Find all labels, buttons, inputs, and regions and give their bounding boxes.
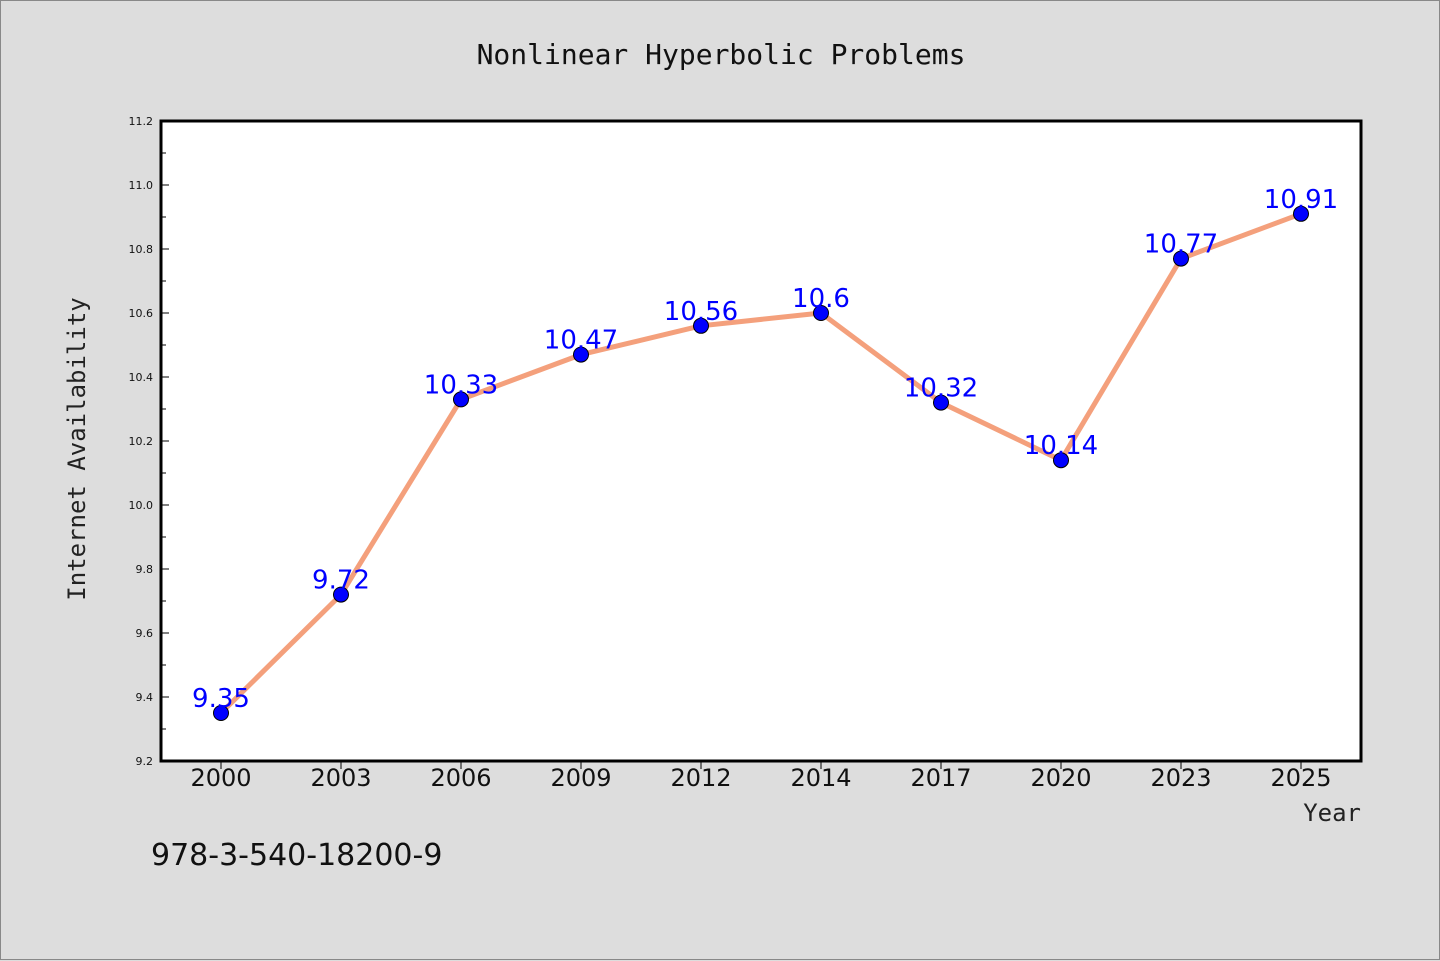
- y-tick-label: 9.6: [136, 627, 154, 640]
- x-tick-label: 2017: [910, 764, 971, 792]
- y-axis: 9.2 9.4 9.6 9.8 10.0 10.2 10.4 10.6 10.8 11.0 11.2: [129, 115, 169, 768]
- x-tick-label: 2014: [790, 764, 851, 792]
- y-tick-label: 10.2: [129, 435, 154, 448]
- y-tick-label: 9.4: [136, 691, 154, 704]
- data-point: [573, 346, 589, 363]
- data-point: [1173, 250, 1189, 267]
- data-point: [1293, 205, 1309, 222]
- data-label: 10.6: [792, 284, 850, 314]
- data-label: 10.56: [664, 297, 738, 327]
- x-tick-label: 2023: [1150, 764, 1211, 792]
- data-point: [333, 586, 349, 603]
- x-axis-label: Year: [1303, 799, 1361, 827]
- data-point: [693, 317, 709, 334]
- chart-title: Nonlinear Hyperbolic Problems: [477, 38, 966, 71]
- y-tick-label: 11.2: [129, 115, 154, 128]
- x-tick-label: 2003: [310, 764, 371, 792]
- series-line: [218, 211, 1304, 716]
- y-axis-label: Internet Availability: [63, 297, 91, 600]
- y-tick-label: 9.2: [136, 755, 154, 768]
- x-tick-label: 2025: [1270, 764, 1331, 792]
- data-label: 10.47: [544, 326, 618, 356]
- data-label: 10.32: [904, 374, 978, 404]
- x-tick-label: 2006: [430, 764, 491, 792]
- data-label: 10.91: [1264, 185, 1338, 215]
- data-labels-group: 9.35 9.72 10.33 10.47 10.56 10.6 10.32 10.14 10.…: [192, 185, 1338, 714]
- data-label: 10.14: [1024, 431, 1098, 461]
- y-tick-label: 10.4: [129, 371, 154, 384]
- plot-area: [159, 119, 1363, 763]
- data-point: [1053, 452, 1069, 469]
- data-point: [213, 705, 229, 721]
- data-label: 10.77: [1144, 230, 1218, 260]
- x-axis: 2000 2003 2006 2009 2012 2014 2017 2020 2023 2025: [190, 761, 1332, 792]
- x-tick-label: 2020: [1030, 764, 1091, 792]
- data-label: 9.72: [312, 566, 370, 596]
- data-point: [813, 305, 829, 321]
- y-tick-label: 10.0: [129, 499, 154, 512]
- markers-group: [213, 205, 1309, 721]
- series-line-group: [218, 211, 1304, 716]
- x-tick-label: 2000: [190, 764, 251, 792]
- x-tick-label: 2009: [550, 764, 611, 792]
- data-point: [453, 391, 469, 408]
- y-tick-label: 9.8: [136, 563, 154, 576]
- data-label: 10.33: [424, 370, 498, 400]
- y-tick-label: 10.8: [129, 243, 154, 256]
- y-tick-label: 10.6: [129, 307, 154, 320]
- y-tick-label: 11.0: [129, 179, 154, 192]
- isbn-footnote: 978-3-540-18200-9: [151, 838, 442, 873]
- data-label: 9.35: [192, 684, 250, 714]
- data-point: [933, 394, 949, 411]
- x-tick-label: 2012: [670, 764, 731, 792]
